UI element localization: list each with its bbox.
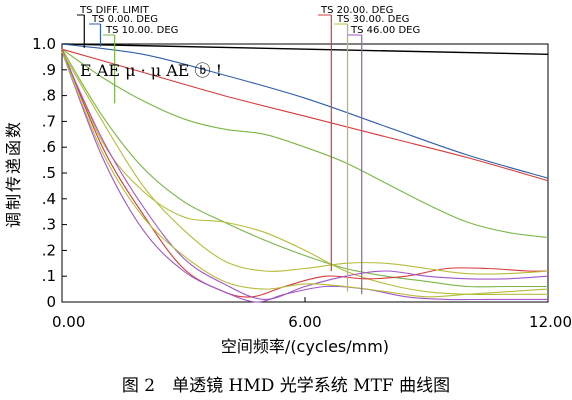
x-axis-title: 空间频率/(cycles/mm) <box>221 337 389 356</box>
y-tick-label: .6 <box>42 138 56 156</box>
series-line-5 <box>61 48 548 296</box>
series-line-0 <box>61 43 549 55</box>
series-line-7 <box>61 51 549 275</box>
y-tick-label: .1 <box>42 267 56 285</box>
x-tick-label: 0.00 <box>52 313 85 331</box>
plot-frame <box>61 43 549 303</box>
series-line-1 <box>61 43 549 179</box>
series-line-8 <box>61 51 549 300</box>
plot-annotation: E AE μ · μ AE ⓑ ! <box>80 61 222 80</box>
y-tick-label: 1.0 <box>32 35 56 53</box>
x-tick-label: 12.00 <box>529 313 572 331</box>
y-tick-label: .5 <box>42 164 56 182</box>
y-tick-labels: 0 .1 .2 .3 .4 .5 .6 .7 .8 .9 1.0 <box>32 35 56 311</box>
x-tick-labels: 0.00 6.00 12.00 <box>52 313 572 331</box>
legend-label-2: TS 10.00. DEG <box>105 25 178 36</box>
x-tick-label: 6.00 <box>288 313 321 331</box>
series-line-10 <box>61 51 549 298</box>
legend-label-4: TS 30.00. DEG <box>336 14 409 25</box>
series-line-9 <box>61 51 548 303</box>
legend-label-1: TS 0.00. DEG <box>91 14 158 25</box>
figure-caption: 图 2 单透镜 HMD 光学系统 MTF 曲线图 <box>122 376 450 396</box>
y-tick-label: .9 <box>42 61 56 79</box>
y-tick-label: .7 <box>42 112 56 130</box>
mtf-series <box>61 43 549 303</box>
y-tick-label: .3 <box>42 216 56 234</box>
y-tick-label: 0 <box>46 293 56 311</box>
tick-marks <box>61 43 549 303</box>
legend-markers <box>77 14 363 295</box>
y-tick-label: .8 <box>42 87 56 105</box>
series-line-3 <box>61 48 549 239</box>
legend-label-3: TS 20.00. DEG <box>320 5 393 16</box>
legend-label-0: TS DIFF. LIMIT <box>79 5 150 16</box>
series-line-4 <box>61 48 548 288</box>
legend-label-5: TS 46.00 DEG <box>350 25 420 36</box>
y-tick-label: .2 <box>42 241 56 259</box>
y-tick-label: .4 <box>42 190 56 208</box>
y-axis-title: 调制传递函数 <box>4 120 23 228</box>
series-line-2 <box>61 48 549 182</box>
series-line-6 <box>61 48 549 298</box>
